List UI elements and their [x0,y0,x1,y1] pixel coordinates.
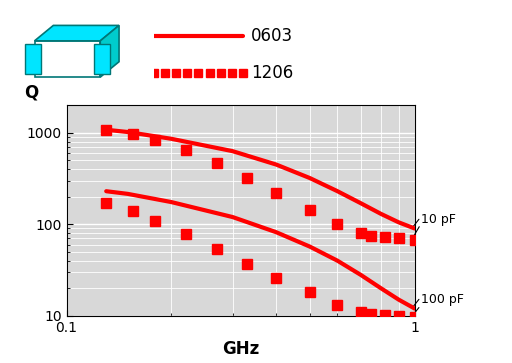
X-axis label: GHz: GHz [222,340,259,358]
Text: 0603: 0603 [251,27,293,45]
Text: 100 pF: 100 pF [421,293,464,306]
Polygon shape [35,25,119,41]
Text: 10 pF: 10 pF [421,213,456,226]
Polygon shape [94,44,110,74]
Text: 1206: 1206 [251,64,293,82]
Polygon shape [35,41,100,77]
Polygon shape [100,25,119,77]
Polygon shape [25,44,41,74]
Y-axis label: Q: Q [25,83,39,101]
